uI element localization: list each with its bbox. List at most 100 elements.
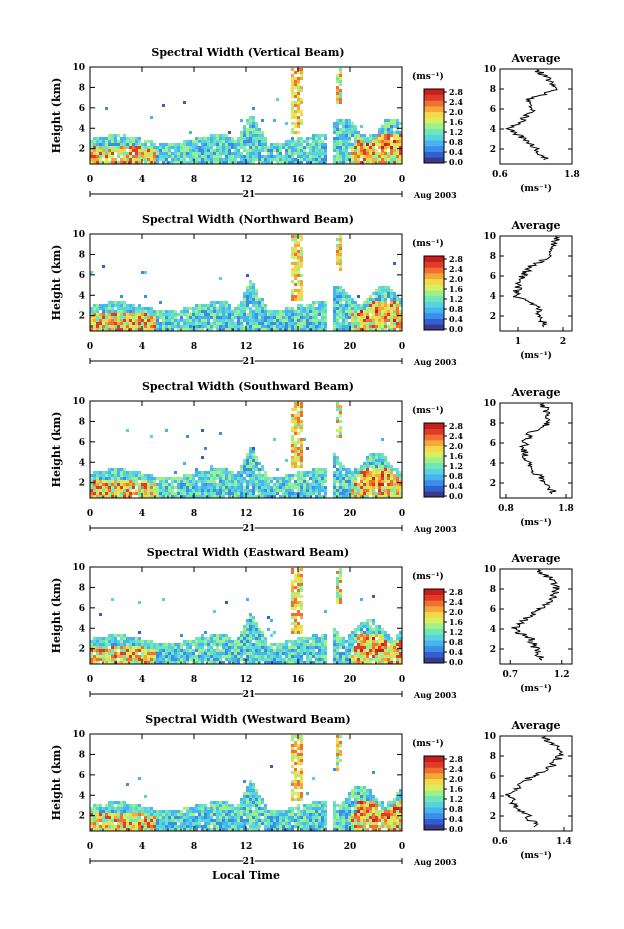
colorbar-tick-label: 2.8 <box>449 87 463 97</box>
profile-y-tick-label: 4 <box>490 792 496 802</box>
profile-x-tick-label: 1.8 <box>564 170 580 180</box>
profile-title: Average <box>510 719 560 732</box>
colorbar-tick-label: 1.2 <box>449 794 463 804</box>
colorbar-tick-label: 2.4 <box>449 431 463 441</box>
colorbar-units: (ms⁻¹) <box>412 738 444 749</box>
date-label: Aug 2003 <box>413 690 457 700</box>
colorbar-swatch <box>424 451 444 458</box>
colorbar-tick-label: 0.0 <box>449 824 463 834</box>
profile-y-tick-label: 6 <box>490 605 496 615</box>
colorbar-swatch <box>424 440 444 447</box>
colorbar-swatch <box>424 462 444 469</box>
profile-frame <box>499 235 573 332</box>
colorbar-swatch <box>424 479 444 486</box>
x-tick-label: 20 <box>344 509 357 519</box>
colorbar-swatch <box>424 600 444 607</box>
colorbar-swatch <box>424 318 444 325</box>
colorbar-tick-label: 1.6 <box>449 784 463 794</box>
x-tick-label: 4 <box>139 175 145 185</box>
colorbar-swatch <box>424 100 444 107</box>
colorbar-units: (ms⁻¹) <box>412 71 444 82</box>
profile-x-tick-label: 1.4 <box>556 837 572 847</box>
profile-y-tick-label: 8 <box>490 419 496 429</box>
profile-y-tick-label: 10 <box>483 65 496 75</box>
x-tick-label: 8 <box>191 675 197 685</box>
colorbar-swatch <box>424 807 444 814</box>
x-tick-label: 20 <box>344 342 357 352</box>
x-tick-label: 20 <box>344 842 357 852</box>
panel-title: Spectral Width (Westward Beam) <box>145 713 350 726</box>
profile-y-tick-label: 10 <box>483 399 496 409</box>
x-tick-label: 8 <box>191 842 197 852</box>
colorbar-swatch <box>424 157 444 164</box>
colorbar-tick-label: 2.4 <box>449 264 463 274</box>
y-tick-label: 6 <box>79 438 85 448</box>
colorbar-swatch <box>424 651 444 658</box>
y-tick-label: 4 <box>79 791 85 801</box>
y-tick-label: 4 <box>79 624 85 634</box>
heatmap-cells <box>90 402 402 498</box>
x-tick-label: 4 <box>139 842 145 852</box>
date-tick-label: 21 <box>243 857 256 867</box>
y-tick-label: 6 <box>79 271 85 281</box>
date-tick-label: 21 <box>243 190 256 200</box>
colorbar-swatch <box>424 111 444 118</box>
y-tick-label: 2 <box>79 479 85 489</box>
colorbar-swatch <box>424 134 444 141</box>
profile-frame <box>499 568 573 665</box>
colorbar-units: (ms⁻¹) <box>412 238 444 249</box>
profile-x-tick-label: 1 <box>515 337 521 347</box>
y-axis-label: Height (km) <box>50 245 63 321</box>
colorbar-swatch <box>424 106 444 113</box>
y-tick-label: 10 <box>72 397 85 407</box>
colorbar-swatch <box>424 611 444 618</box>
profile-y-tick-label: 6 <box>490 105 496 115</box>
profile-y-tick-label: 6 <box>490 772 496 782</box>
colorbar-swatch <box>424 457 444 464</box>
profile-line <box>504 69 558 161</box>
date-tick-label: 21 <box>243 357 256 367</box>
y-tick-label: 2 <box>79 145 85 155</box>
colorbar-tick-label: 0.4 <box>449 647 463 657</box>
colorbar-tick-label: 2.8 <box>449 587 463 597</box>
profile-y-tick-label: 6 <box>490 272 496 282</box>
colorbar-tick-label: 2.8 <box>449 421 463 431</box>
x-tick-label: 0 <box>87 342 93 352</box>
colorbar-swatch <box>424 778 444 785</box>
colorbar-swatch <box>424 278 444 285</box>
x-tick-label: 12 <box>240 509 253 519</box>
y-tick-label: 10 <box>72 730 85 740</box>
y-tick-label: 10 <box>72 63 85 73</box>
colorbar-tick-label: 0.0 <box>449 157 463 167</box>
colorbar-swatch <box>424 151 444 158</box>
profile-y-tick-label: 2 <box>490 645 496 655</box>
profile-frame <box>499 402 573 499</box>
profile-x-tick-label: 0.6 <box>492 837 508 847</box>
date-label: Aug 2003 <box>413 190 457 200</box>
profile-y-tick-label: 10 <box>483 565 496 575</box>
x-tick-label: 20 <box>344 675 357 685</box>
colorbar-swatch <box>424 128 444 135</box>
colorbar-tick-label: 0.8 <box>449 471 463 481</box>
y-axis-label: Height (km) <box>50 745 63 821</box>
profile-line <box>512 236 561 328</box>
y-tick-label: 10 <box>72 563 85 573</box>
profile-y-tick-label: 2 <box>490 479 496 489</box>
colorbar-tick-label: 0.4 <box>449 314 463 324</box>
colorbar-tick-label: 2.0 <box>449 107 463 117</box>
colorbar-swatch <box>424 818 444 825</box>
colorbar-tick-label: 1.2 <box>449 627 463 637</box>
profile-title: Average <box>510 219 560 232</box>
y-tick-label: 2 <box>79 312 85 322</box>
colorbar-units: (ms⁻¹) <box>412 571 444 582</box>
x-tick-label: 8 <box>191 175 197 185</box>
profile-x-tick-label: 0.8 <box>498 504 514 514</box>
x-tick-label: 0 <box>399 842 405 852</box>
panel-2: Spectral Width (Northward Beam)0 4 8 12 16 20… <box>50 213 573 369</box>
colorbar-swatch <box>424 594 444 601</box>
x-tick-label: 0 <box>399 175 405 185</box>
colorbar-swatch <box>424 606 444 613</box>
colorbar-swatch <box>424 634 444 641</box>
profile-y-tick-label: 10 <box>483 732 496 742</box>
colorbar-tick-label: 2.4 <box>449 97 463 107</box>
